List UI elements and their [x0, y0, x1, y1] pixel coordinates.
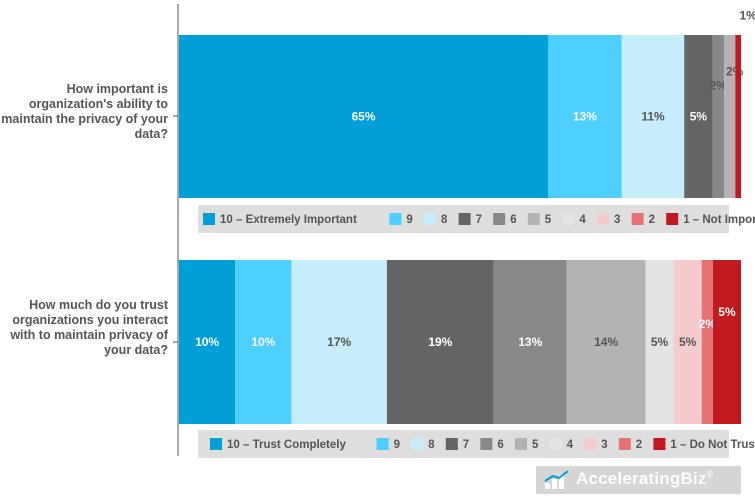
- bar-segment: [735, 35, 741, 198]
- watermark-text: AcceleratingBiz®: [576, 469, 714, 488]
- bar-segment: [547, 35, 622, 198]
- growth-chart-icon: [544, 470, 569, 489]
- bar-segment: [723, 35, 736, 198]
- data-label: 5%: [679, 335, 697, 349]
- data-label: 17%: [327, 335, 351, 349]
- legend-swatch: [666, 213, 679, 225]
- legend-swatch: [445, 438, 458, 450]
- brand-watermark: AcceleratingBiz®: [536, 466, 741, 494]
- bar-segment: [712, 35, 724, 198]
- data-label: 10%: [251, 335, 275, 349]
- bar-segment: [291, 260, 387, 424]
- bar-segment: [712, 260, 741, 424]
- legend-swatch: [618, 438, 631, 450]
- data-label: 5%: [690, 110, 708, 124]
- legend-swatch: [549, 438, 562, 450]
- data-label: 14%: [594, 335, 618, 349]
- legend-box: [198, 430, 729, 458]
- data-label: 65%: [351, 110, 375, 124]
- legend-label: 8: [428, 439, 435, 451]
- legend-label: 7: [476, 214, 482, 226]
- data-label: 2%: [699, 317, 717, 331]
- bar-segment: [621, 35, 685, 198]
- legend-swatch: [203, 213, 215, 225]
- legend-label: 4: [579, 214, 586, 226]
- data-label: 13%: [518, 335, 542, 349]
- legend-label: 2: [636, 439, 642, 451]
- data-label: 5%: [651, 335, 669, 349]
- legend-label: 10 – Extremely Important: [220, 214, 357, 226]
- legend-swatch: [493, 213, 506, 225]
- legend-swatch: [210, 438, 222, 450]
- bar-segment: [179, 260, 236, 424]
- bar-segment: [645, 260, 674, 424]
- legend-swatch: [515, 438, 527, 450]
- data-label: 11%: [641, 110, 665, 124]
- legend-swatch: [480, 438, 493, 450]
- legend-label: 9: [406, 214, 412, 226]
- bar-segment: [684, 35, 713, 198]
- legend-swatch: [527, 213, 540, 225]
- legend-label: 1 – Do Not Trust: [670, 439, 755, 451]
- data-label: 1%: [739, 9, 755, 23]
- legend-swatch: [653, 438, 666, 450]
- legend-label: 5: [545, 214, 552, 226]
- legend-swatch: [584, 438, 597, 450]
- legend-label: 8: [441, 214, 448, 226]
- legend-swatch: [597, 213, 609, 225]
- legend-label: 3: [614, 214, 620, 226]
- legend-swatch: [411, 438, 424, 450]
- data-label: 5%: [718, 305, 736, 319]
- legend-swatch: [562, 213, 575, 225]
- legend-label: 6: [510, 214, 516, 226]
- legend-label: 10 – Trust Completely: [227, 439, 346, 451]
- legend-label: 9: [394, 439, 400, 451]
- legend-swatch: [389, 213, 402, 225]
- data-label: 19%: [428, 335, 452, 349]
- bar-segment: [493, 260, 567, 424]
- data-label: 13%: [573, 110, 597, 124]
- question-label-1: How important is organization's ability …: [1, 82, 168, 141]
- legend-label: 1 – Not Important: [683, 214, 755, 226]
- legend-swatch: [458, 213, 471, 225]
- legend-label: 6: [497, 439, 503, 451]
- data-label: 10%: [195, 335, 219, 349]
- legend-label: 4: [567, 439, 574, 451]
- legend-swatch: [376, 438, 389, 450]
- bar-segment: [701, 260, 713, 424]
- legend-label: 7: [463, 439, 469, 451]
- data-label: 2%: [710, 79, 728, 93]
- bar-segment: [386, 260, 494, 424]
- bar-segment: [179, 35, 548, 198]
- legend-swatch: [631, 213, 644, 225]
- legend-label: 2: [649, 214, 655, 226]
- bar-segment: [566, 260, 646, 424]
- bar-segment: [235, 260, 292, 424]
- legend-label: 5: [532, 439, 539, 451]
- question-label-2: How much do you trust organizations you …: [10, 298, 168, 357]
- legend-swatch: [424, 213, 436, 225]
- bar-segment: [673, 260, 702, 424]
- legend-label: 3: [601, 439, 607, 451]
